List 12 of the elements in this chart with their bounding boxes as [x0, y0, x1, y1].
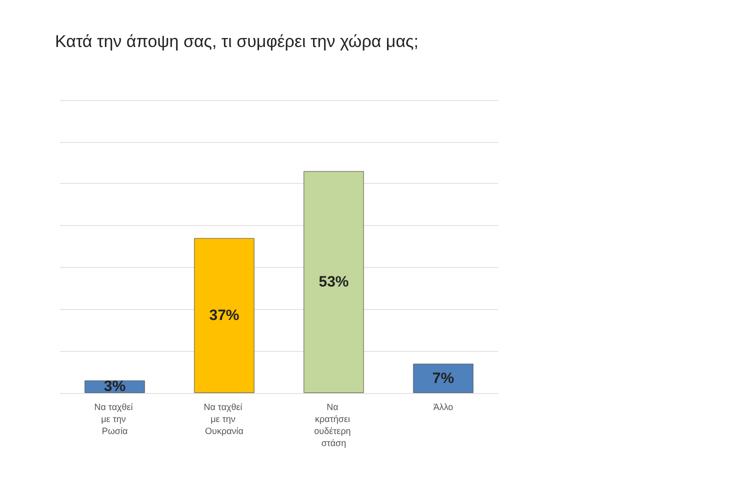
x-tick-label: Άλλο [433, 402, 454, 412]
bar [413, 364, 474, 393]
x-tick-label: Να ταχθεί με την Ρωσία [94, 402, 136, 436]
data-label: 7% [432, 370, 454, 387]
bar [194, 238, 254, 393]
x-tick-label: Να κρατήσει ουδέτερη στάση [314, 402, 354, 448]
x-tick-label: Να ταχθεί με την Ουκρανία [204, 402, 245, 436]
chart-title: Κατά την άποψη σας, τι συμφέρει την χώρα μας; [55, 32, 418, 51]
data-label: 3% [104, 378, 126, 396]
data-label: 53% [318, 274, 349, 291]
bar [304, 171, 364, 393]
data-label: 37% [209, 307, 240, 324]
